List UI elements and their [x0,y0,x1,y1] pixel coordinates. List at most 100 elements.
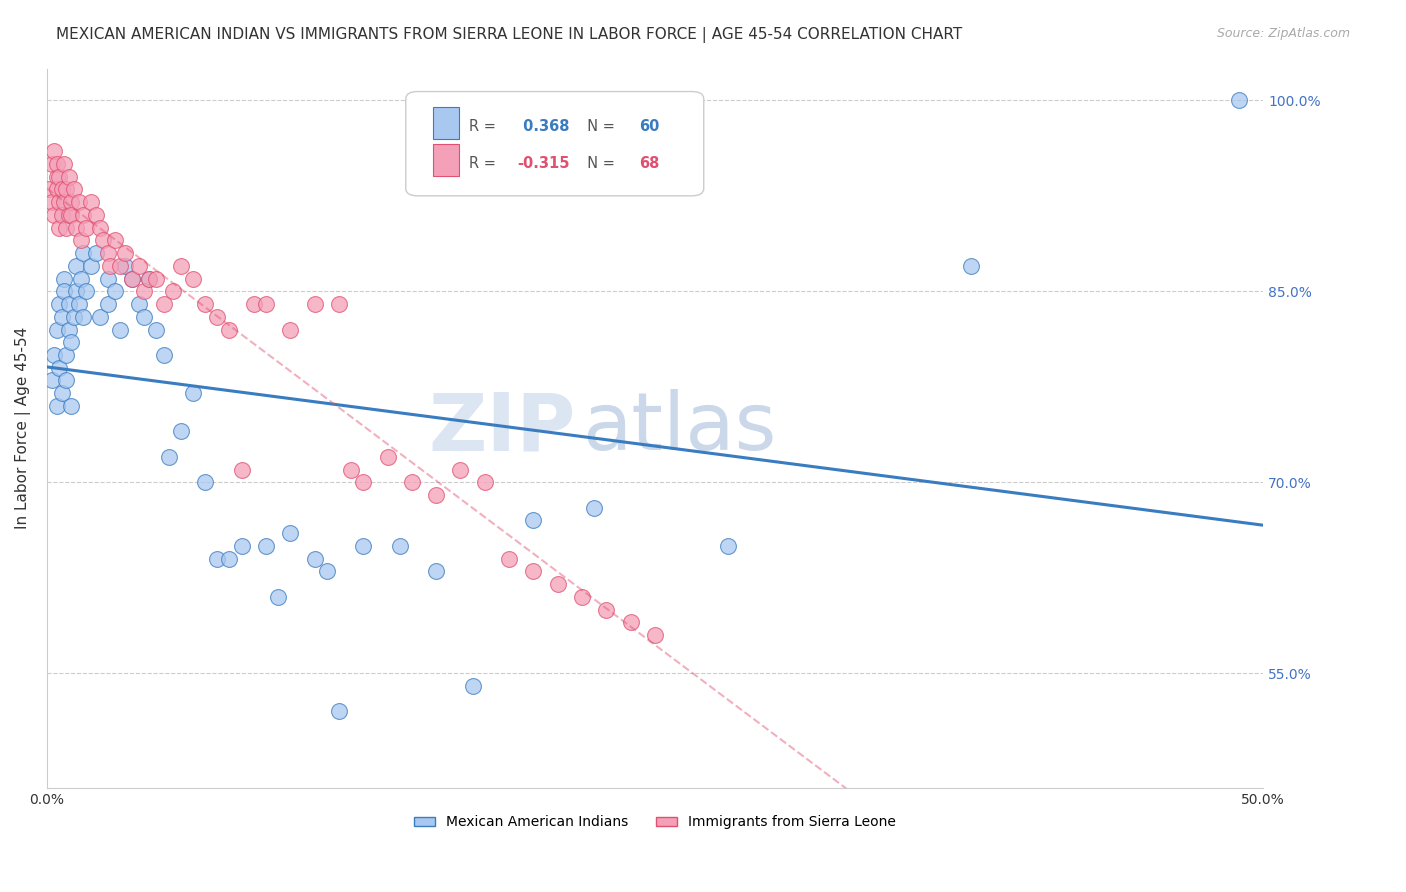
Point [474,475,496,490]
Point [128,259,150,273]
Point [65,285,87,299]
Point [72,310,94,324]
Point [104,233,127,247]
Point [65,259,87,273]
Point [48,297,70,311]
Point [84,246,107,260]
Point [181,386,204,401]
Point [352,475,374,490]
Point [80,259,103,273]
Point [97,246,120,260]
Point [51,182,73,196]
Point [157,450,180,464]
Point [104,285,127,299]
Text: 60: 60 [640,119,659,134]
Point [44,145,66,159]
Point [58,297,80,311]
Text: N =: N = [578,119,620,134]
Point [55,182,77,196]
Point [145,322,167,336]
Point [55,373,77,387]
Text: MEXICAN AMERICAN INDIAN VS IMMIGRANTS FROM SIERRA LEONE IN LABOR FORCE | AGE 45-: MEXICAN AMERICAN INDIAN VS IMMIGRANTS FR… [56,27,963,43]
Text: R =: R = [470,156,501,171]
Point [60,335,83,350]
Point [207,551,229,566]
Point [62,310,84,324]
Point [48,360,70,375]
Point [128,297,150,311]
Point [38,182,60,196]
Point [41,373,63,387]
Point [53,157,76,171]
Point [60,195,83,210]
Point [114,246,136,260]
Point [644,628,666,642]
Point [45,157,67,171]
Point [328,705,350,719]
Text: 68: 68 [640,156,659,171]
Point [70,271,93,285]
Text: R =: R = [470,119,501,134]
Point [53,285,76,299]
Point [498,551,520,566]
Point [121,271,143,285]
Point [162,285,184,299]
Point [72,208,94,222]
Point [108,322,131,336]
Point [97,271,120,285]
Point [55,220,77,235]
Point [55,348,77,362]
Point [48,220,70,235]
Point [328,297,350,311]
Point [67,297,90,311]
Point [583,500,606,515]
Point [352,539,374,553]
Point [98,259,121,273]
Point [114,259,136,273]
Point [45,169,67,184]
Point [51,386,73,401]
FancyBboxPatch shape [433,107,460,139]
Point [218,322,240,336]
Point [89,220,111,235]
Point [278,526,301,541]
Point [80,195,103,210]
Point [84,208,107,222]
Point [48,195,70,210]
Point [138,271,160,285]
Point [170,259,193,273]
Point [70,233,93,247]
Point [377,450,399,464]
Point [1227,93,1250,107]
Point [304,551,326,566]
Point [91,233,114,247]
Point [45,322,67,336]
Point [461,679,484,693]
Point [425,488,447,502]
Point [960,259,983,273]
Point [218,551,240,566]
Point [181,271,204,285]
Point [51,208,73,222]
Point [60,399,83,413]
Point [170,425,193,439]
Point [194,475,217,490]
Point [401,475,423,490]
Text: -0.315: -0.315 [517,156,571,171]
Text: N =: N = [578,156,620,171]
Point [121,271,143,285]
Point [67,195,90,210]
Point [425,565,447,579]
Text: ZIP: ZIP [429,389,576,467]
Point [138,271,160,285]
Point [267,590,290,604]
FancyBboxPatch shape [406,92,704,196]
Point [242,297,264,311]
Point [254,297,277,311]
Point [134,310,156,324]
Point [75,285,97,299]
Point [58,322,80,336]
FancyBboxPatch shape [433,144,460,177]
Point [547,577,569,591]
Point [231,539,253,553]
